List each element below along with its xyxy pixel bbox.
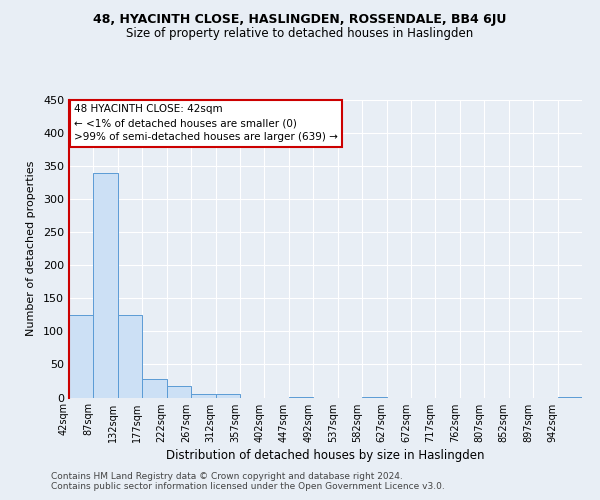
- Text: 48, HYACINTH CLOSE, HASLINGDEN, ROSSENDALE, BB4 6JU: 48, HYACINTH CLOSE, HASLINGDEN, ROSSENDA…: [94, 12, 506, 26]
- Bar: [557, 397, 582, 398]
- Bar: [142, 379, 167, 398]
- X-axis label: Distribution of detached houses by size in Haslingden: Distribution of detached houses by size …: [166, 449, 485, 462]
- Bar: [215, 394, 240, 398]
- Text: Contains public sector information licensed under the Open Government Licence v3: Contains public sector information licen…: [51, 482, 445, 491]
- Y-axis label: Number of detached properties: Number of detached properties: [26, 161, 36, 336]
- Text: 48 HYACINTH CLOSE: 42sqm
← <1% of detached houses are smaller (0)
>99% of semi-d: 48 HYACINTH CLOSE: 42sqm ← <1% of detach…: [74, 104, 338, 142]
- Bar: [69, 315, 94, 398]
- Bar: [191, 394, 215, 398]
- Bar: [167, 386, 191, 398]
- Bar: [118, 315, 142, 398]
- Text: Size of property relative to detached houses in Haslingden: Size of property relative to detached ho…: [127, 28, 473, 40]
- Text: Contains HM Land Registry data © Crown copyright and database right 2024.: Contains HM Land Registry data © Crown c…: [51, 472, 403, 481]
- Bar: [289, 397, 313, 398]
- Bar: [94, 172, 118, 398]
- Bar: [362, 397, 386, 398]
